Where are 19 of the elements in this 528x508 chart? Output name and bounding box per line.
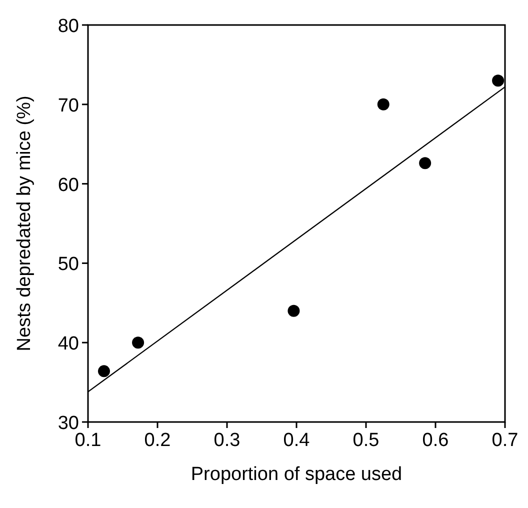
point: [419, 157, 432, 170]
y-tick-label: 40: [58, 334, 79, 355]
x-tick-label: 0.5: [352, 430, 380, 451]
y-tick-label: 70: [58, 95, 79, 116]
y-axis-title: Nests depredated by mice (%): [14, 96, 35, 352]
x-tick-label: 0.3: [214, 430, 240, 451]
x-tick-label: 0.2: [144, 430, 171, 451]
point: [98, 365, 110, 378]
point: [132, 336, 144, 349]
point: [377, 98, 390, 110]
x-axis-title: Proportion of space used: [190, 464, 402, 485]
x-tick-label: 0.4: [283, 430, 310, 451]
x-tick-label: 0.7: [492, 430, 518, 451]
y-tick-label: 60: [58, 174, 79, 196]
y-tick-label: 80: [58, 16, 79, 37]
y-tick-label: 50: [58, 254, 79, 276]
x-tick-label: 0.6: [422, 430, 449, 451]
point: [288, 304, 300, 317]
point: [492, 74, 504, 87]
